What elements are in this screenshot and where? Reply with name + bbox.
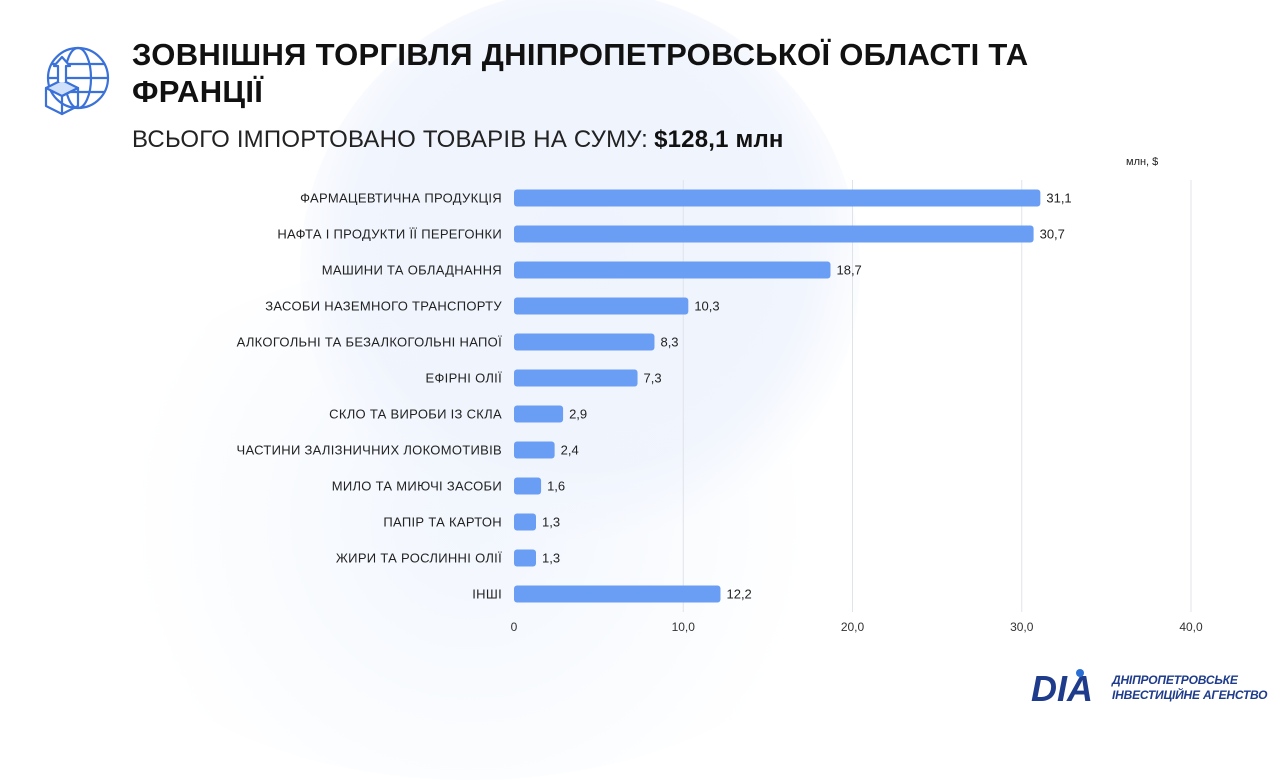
bar xyxy=(514,369,638,387)
subtitle: ВСЬОГО ІМПОРТОВАНО ТОВАРІВ НА СУМУ: $128,… xyxy=(132,126,784,154)
data-label: 2,4 xyxy=(561,443,579,458)
subtitle-label: ВСЬОГО ІМПОРТОВАНО ТОВАРІВ НА СУМУ: xyxy=(132,126,649,153)
agency-logo: DIA ДНІПРОПЕТРОВСЬКЕ ІНВЕСТИЦІЙНЕ АГЕНСТ… xyxy=(1030,668,1268,710)
bar xyxy=(514,225,1034,243)
total-amount: $128,1 млн xyxy=(654,126,784,153)
category-label: ФАРМАЦЕВТИЧНА ПРОДУКЦІЯ xyxy=(300,191,502,206)
category-label: СКЛО ТА ВИРОБИ ІЗ СКЛА xyxy=(329,407,502,422)
page-title: ЗОВНІШНЯ ТОРГІВЛЯ ДНІПРОПЕТРОВСЬКОЇ ОБЛА… xyxy=(132,37,1029,109)
bar xyxy=(514,261,831,279)
bar xyxy=(514,333,655,351)
category-label: АЛКОГОЛЬНІ ТА БЕЗАЛКОГОЛЬНІ НАПОЇ xyxy=(237,335,502,350)
bar xyxy=(514,513,537,531)
category-label: НАФТА І ПРОДУКТИ ЇЇ ПЕРЕГОНКИ xyxy=(277,227,502,242)
category-label: ЧАСТИНИ ЗАЛІЗНИЧНИХ ЛОКОМОТИВІВ xyxy=(236,443,502,458)
unit-label: млн, $ xyxy=(1126,156,1159,168)
category-label: МИЛО ТА МИЮЧІ ЗАСОБИ xyxy=(332,479,502,494)
data-label: 2,9 xyxy=(569,407,587,422)
data-label: 18,7 xyxy=(836,263,861,278)
category-label: ЖИРИ ТА РОСЛИННІ ОЛІЇ xyxy=(336,551,502,566)
dia-logo-dot xyxy=(1076,669,1084,677)
x-tick-label: 0 xyxy=(511,620,518,634)
background-glow xyxy=(60,260,880,780)
bar xyxy=(514,297,689,315)
data-label: 8,3 xyxy=(660,335,678,350)
agency-name-line2: ІНВЕСТИЦІЙНЕ АГЕНСТВО xyxy=(1112,688,1268,702)
category-label: ЕФІРНІ ОЛІЇ xyxy=(426,371,503,386)
data-label: 10,3 xyxy=(694,299,719,314)
x-tick-label: 10,0 xyxy=(672,620,696,634)
data-label: 31,1 xyxy=(1046,191,1071,206)
data-label: 30,7 xyxy=(1040,227,1065,242)
data-label: 1,6 xyxy=(547,479,565,494)
bar-chart: 0 10,0 20,0 30,0 40,0 ФАРМАЦЕВТИЧНА ПРОДУКЦІЯ… xyxy=(236,180,1203,634)
data-label: 1,3 xyxy=(542,551,560,566)
x-tick-label: 40,0 xyxy=(1179,620,1203,634)
bar xyxy=(514,585,721,603)
x-tick-label: 30,0 xyxy=(1010,620,1034,634)
category-label: МАШИНИ ТА ОБЛАДНАННЯ xyxy=(322,263,502,278)
category-label: ПАПІР ТА КАРТОН xyxy=(383,515,502,530)
bar xyxy=(514,405,564,423)
dia-logo-mark: DIA xyxy=(1031,668,1093,706)
data-label: 7,3 xyxy=(644,371,662,386)
data-label: 1,3 xyxy=(542,515,560,530)
agency-name-line1: ДНІПРОПЕТРОВСЬКЕ xyxy=(1112,673,1238,687)
bar xyxy=(514,549,537,567)
globe-box-upload-icon xyxy=(40,44,112,116)
bar xyxy=(514,441,555,459)
category-label: ЗАСОБИ НАЗЕМНОГО ТРАНСПОРТУ xyxy=(265,299,502,314)
x-tick-label: 20,0 xyxy=(841,620,865,634)
bar xyxy=(514,189,1041,207)
category-label: ІНШІ xyxy=(472,587,502,602)
data-label: 12,2 xyxy=(726,587,751,602)
bar xyxy=(514,477,542,495)
agency-name: ДНІПРОПЕТРОВСЬКЕ ІНВЕСТИЦІЙНЕ АГЕНСТВО xyxy=(1112,673,1268,703)
